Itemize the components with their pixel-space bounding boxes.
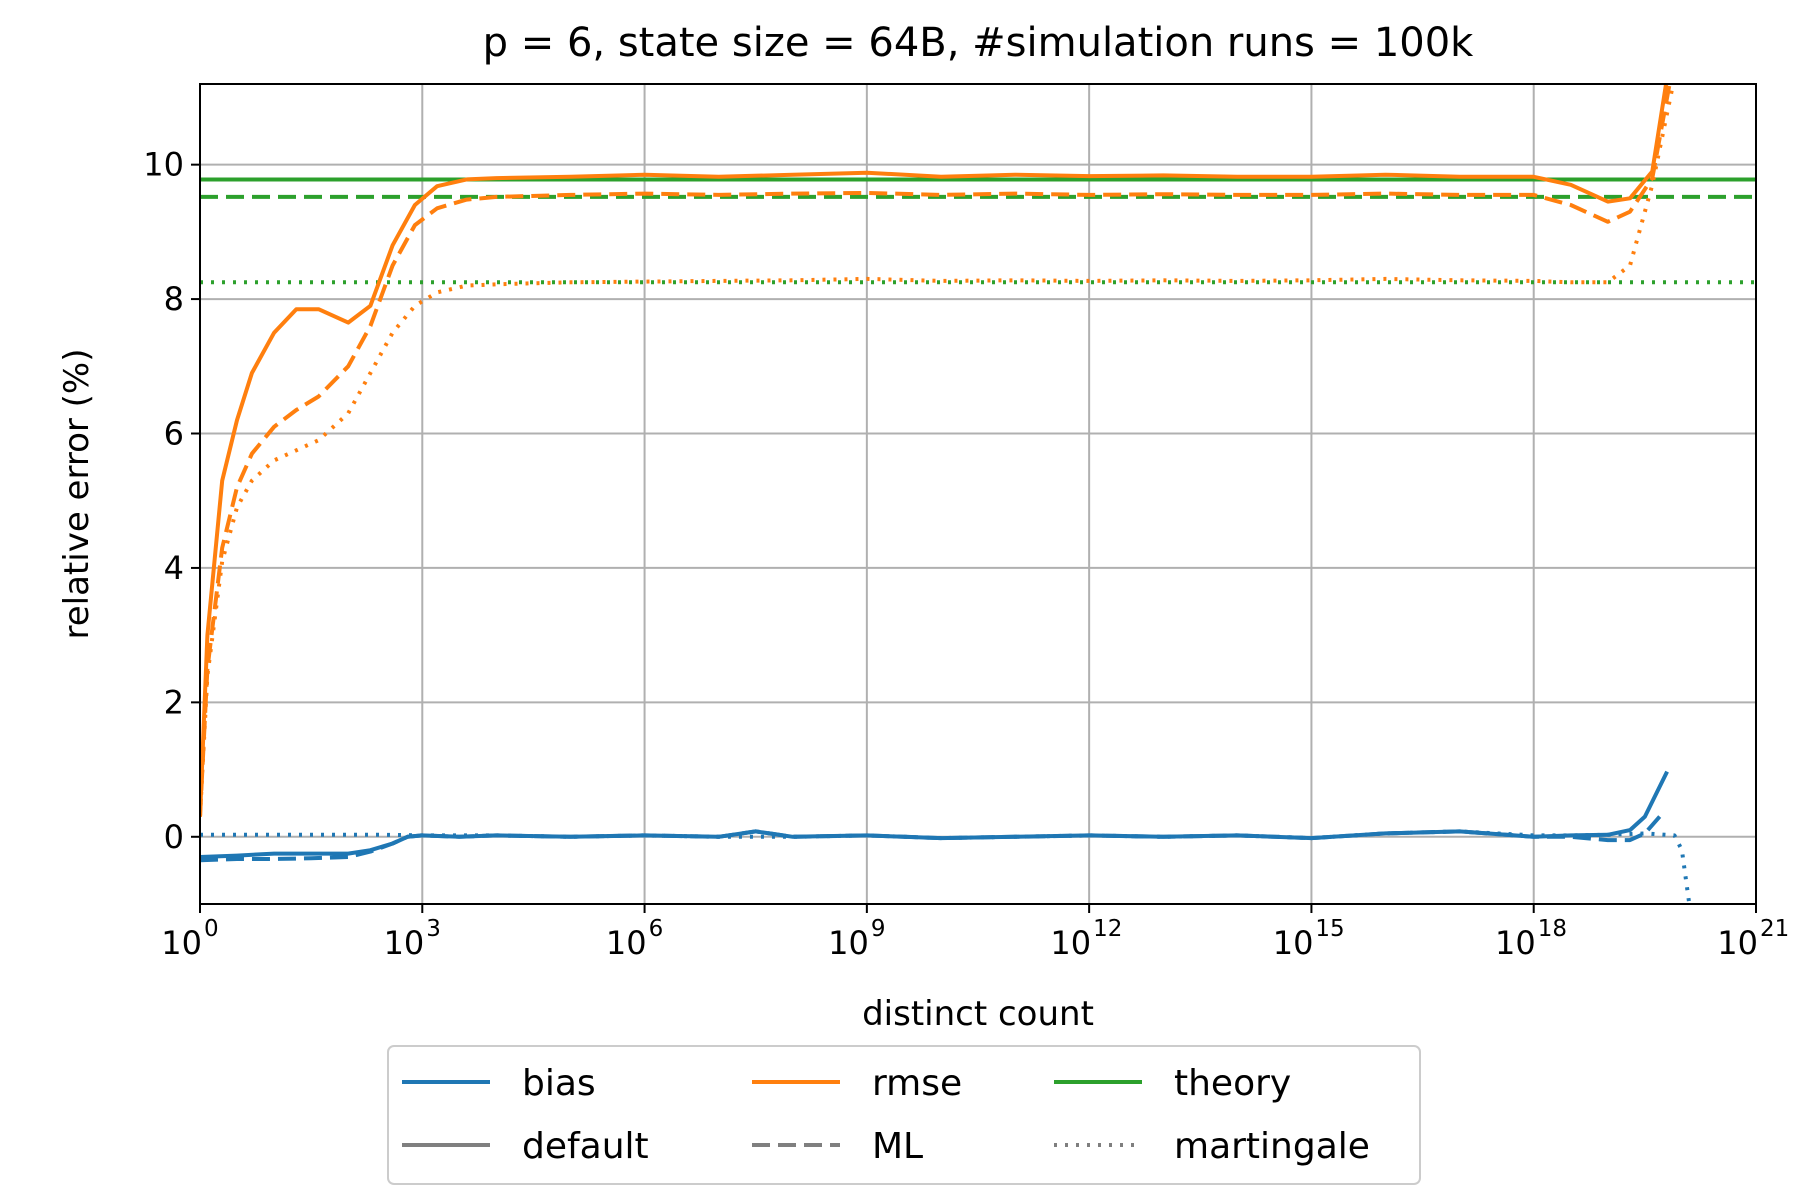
chart-title: p = 6, state size = 64B, #simulation run… xyxy=(483,20,1475,66)
y-tick-label: 0 xyxy=(164,818,184,856)
legend-label: bias xyxy=(522,1063,596,1104)
x-tick-exponent: 15 xyxy=(1315,916,1344,942)
grid xyxy=(199,84,1757,904)
legend-label: default xyxy=(522,1126,649,1167)
legend-label: ML xyxy=(872,1126,923,1167)
y-tick-label: 8 xyxy=(164,280,184,318)
x-tick-exponent: 21 xyxy=(1760,916,1789,942)
x-tick-exponent: 3 xyxy=(426,916,441,942)
x-axis: 10 0 10 3 10 6 10 9 10 12 10 15 10 18 10 21 xyxy=(161,904,1789,962)
x-tick-label: 10 9 xyxy=(828,916,885,962)
x-tick-base: 10 xyxy=(606,924,647,962)
x-tick-base: 10 xyxy=(1050,924,1091,962)
legend-entry-ml: ML xyxy=(752,1126,923,1167)
y-axis-label: relative error (%) xyxy=(57,348,97,639)
x-tick-label: 10 6 xyxy=(606,916,663,962)
legend-label: martingale xyxy=(1174,1126,1370,1167)
x-tick-exponent: 6 xyxy=(649,916,664,942)
series-rmse-default xyxy=(200,84,1669,817)
series-bias-martingale xyxy=(200,829,1692,904)
legend-entry-martingale: martingale xyxy=(1054,1126,1370,1167)
plot-area xyxy=(200,84,1756,904)
x-tick-base: 10 xyxy=(1495,924,1536,962)
series-bias-ml xyxy=(200,815,1662,863)
x-tick-base: 10 xyxy=(1717,924,1758,962)
legend-label: rmse xyxy=(872,1063,962,1104)
x-tick-base: 10 xyxy=(1273,924,1314,962)
series-rmse-ml xyxy=(200,84,1672,817)
x-tick-label: 10 18 xyxy=(1495,916,1567,962)
y-tick-label: 2 xyxy=(164,683,184,721)
legend-entry-default: default xyxy=(402,1126,649,1167)
y-tick-label: 10 xyxy=(143,146,184,184)
x-axis-label: distinct count xyxy=(862,994,1094,1034)
y-axis: 0 2 4 6 8 10 xyxy=(143,146,200,856)
x-tick-exponent: 18 xyxy=(1538,916,1567,942)
legend-frame xyxy=(387,1045,1421,1185)
y-tick-label: 4 xyxy=(164,549,184,587)
legend: bias rmse theory default ML martingale xyxy=(387,1045,1421,1185)
x-tick-base: 10 xyxy=(384,924,425,962)
x-tick-label: 10 21 xyxy=(1717,916,1789,962)
x-tick-label: 10 0 xyxy=(161,916,218,962)
x-tick-exponent: 9 xyxy=(871,916,886,942)
series-rmse-martingale xyxy=(200,84,1676,817)
plot-frame xyxy=(199,83,1757,905)
x-tick-base: 10 xyxy=(161,924,202,962)
legend-entry-rmse: rmse xyxy=(752,1063,962,1104)
x-tick-exponent: 0 xyxy=(204,916,219,942)
x-tick-label: 10 12 xyxy=(1050,916,1122,962)
x-tick-exponent: 12 xyxy=(1093,916,1122,942)
legend-entry-bias: bias xyxy=(402,1063,596,1104)
x-tick-label: 10 15 xyxy=(1273,916,1345,962)
x-tick-base: 10 xyxy=(828,924,869,962)
series-bias-default xyxy=(200,770,1669,859)
x-tick-label: 10 3 xyxy=(384,916,441,962)
legend-entry-theory: theory xyxy=(1054,1063,1291,1104)
legend-label: theory xyxy=(1174,1063,1291,1104)
y-tick-label: 6 xyxy=(164,415,184,453)
